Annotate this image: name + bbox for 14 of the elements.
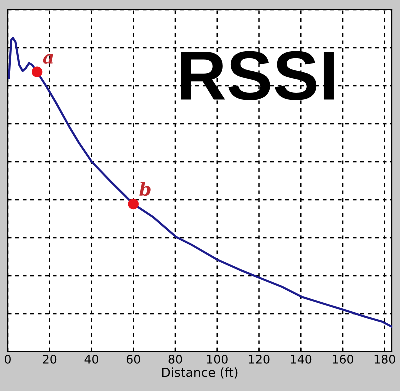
annotation: a xyxy=(43,54,54,64)
x-tick-label: 20 xyxy=(43,354,57,364)
x-tick-label: 40 xyxy=(84,354,98,364)
x-axis-title: Distance (ft) xyxy=(162,368,238,379)
x-tick-label: 80 xyxy=(168,354,182,364)
x-tick-label: 160 xyxy=(333,354,354,364)
x-tick-label: 100 xyxy=(207,354,228,364)
x-tick-label: 180 xyxy=(374,354,396,364)
annotation: b xyxy=(140,182,151,196)
x-tick-label: 60 xyxy=(126,354,140,364)
x-tick-label: 140 xyxy=(291,354,312,364)
chart-title: RSSI xyxy=(181,51,334,100)
x-tick-label: 0 xyxy=(5,354,11,364)
x-tick-label: 120 xyxy=(249,354,270,364)
